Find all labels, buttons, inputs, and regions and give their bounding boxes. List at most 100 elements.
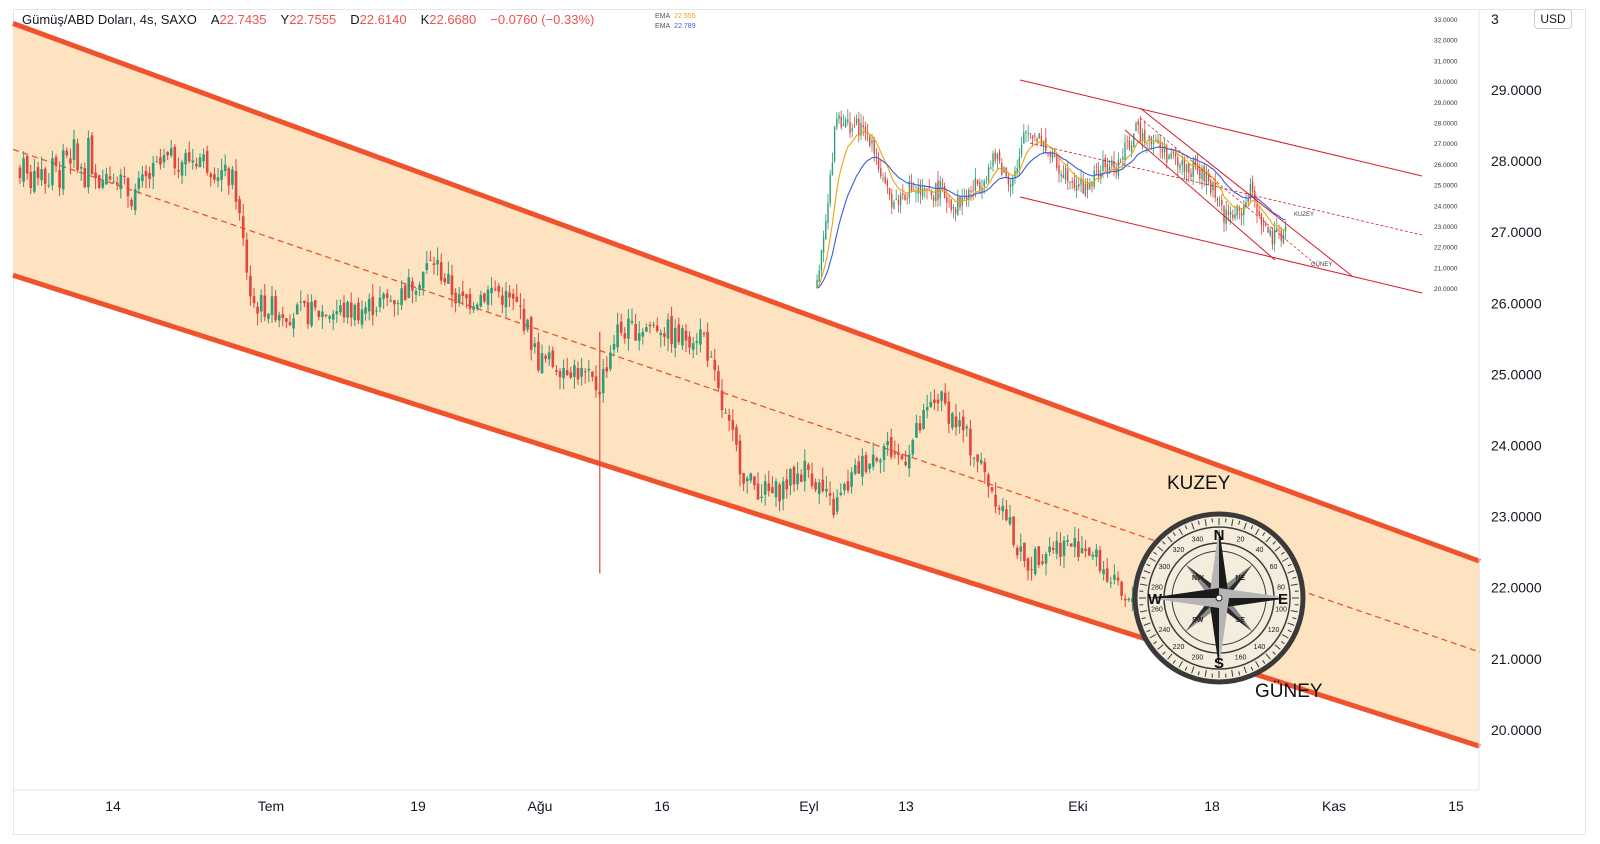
y-axis-tick-label: 23.0000	[1491, 509, 1542, 525]
candle-body	[472, 306, 475, 310]
inset-candle-body	[888, 188, 891, 195]
candle-body	[331, 313, 335, 320]
inset-candle-body	[1177, 157, 1179, 167]
candle-body	[882, 445, 886, 461]
compass-tick	[1287, 570, 1295, 574]
inset-candle-body	[963, 198, 966, 200]
candle-body	[861, 455, 864, 477]
candle-body	[1091, 554, 1095, 557]
candle-body	[475, 304, 479, 309]
annotation-guney: GÜNEY	[1255, 681, 1323, 702]
compass-tick	[1292, 576, 1297, 579]
inset-candle-body	[1056, 155, 1058, 168]
compass-degree-label: 260	[1151, 606, 1163, 613]
compass-tick	[1243, 666, 1247, 674]
inset-candle-body	[937, 180, 939, 200]
inset-candle-body	[1093, 170, 1095, 188]
compass-tick	[1146, 629, 1151, 633]
inset-candle-body	[1260, 213, 1263, 225]
candle-body	[771, 487, 774, 494]
symbol-title[interactable]: Gümüş/ABD Doları, 4s, SAXO	[22, 12, 197, 27]
candle-body	[58, 170, 61, 188]
inset-candle-body	[895, 198, 897, 200]
candle-body	[918, 423, 922, 431]
candle-body	[148, 172, 151, 180]
candle-body	[727, 414, 731, 421]
candle-body	[1073, 537, 1077, 548]
candle-body	[187, 152, 191, 162]
candle-body	[1120, 581, 1123, 596]
candle-body	[108, 176, 112, 180]
inset-candle-body	[818, 270, 820, 283]
candle-body	[137, 177, 141, 189]
candle-body	[159, 157, 162, 165]
inset-candle-body	[1119, 161, 1122, 163]
compass-tick	[1204, 669, 1207, 677]
candle-body	[951, 413, 954, 428]
compass-center	[1215, 594, 1223, 602]
candle-body	[396, 302, 400, 304]
inset-candle-body	[1262, 224, 1265, 226]
candle-body	[828, 492, 832, 496]
compass-star-major	[1219, 598, 1289, 608]
inset-candle-body	[1194, 158, 1197, 167]
inset-candle-body	[1009, 183, 1012, 187]
candle-body	[295, 304, 299, 315]
candle-body	[310, 301, 313, 326]
candle-body	[763, 481, 767, 495]
candle-body	[886, 440, 889, 446]
compass-tick	[1287, 563, 1292, 567]
annotations-group: KUZEY GÜNEY	[1167, 473, 1323, 702]
compass-degree-label: 280	[1151, 585, 1163, 592]
compass-tick	[1287, 629, 1292, 633]
candle-body	[832, 498, 835, 515]
candle-body	[335, 311, 339, 315]
inset-candle-body	[1258, 211, 1260, 217]
inset-candle-body	[928, 187, 930, 189]
change-value: −0.0760 (−0.33%)	[490, 12, 595, 27]
compass-tick	[1272, 651, 1276, 655]
inset-candle-body	[1269, 229, 1271, 236]
candle-body	[814, 482, 817, 490]
inset-inner-mid	[1139, 117, 1321, 269]
candle-body	[349, 302, 353, 318]
inset-candle-body	[1034, 135, 1036, 137]
candle-body	[252, 296, 256, 304]
inset-candle-body	[1062, 174, 1065, 179]
inset-candle-body	[880, 168, 882, 177]
compass-tick	[1162, 651, 1166, 655]
inset-candle-body	[1124, 142, 1126, 160]
candle-body	[216, 177, 220, 182]
candle-body	[292, 318, 295, 329]
compass-cardinal-label: W	[1148, 591, 1163, 608]
compass-tick	[1255, 528, 1260, 536]
candle-body	[803, 460, 807, 482]
compass-tick	[1281, 634, 1289, 639]
candle-body	[25, 156, 29, 174]
inset-y-tick: 29.0000	[1434, 100, 1458, 107]
compass-tick	[1265, 653, 1271, 660]
inset-candle-body	[1163, 146, 1166, 153]
compass-tick	[1141, 576, 1146, 579]
currency-button[interactable]: USD	[1534, 9, 1572, 29]
inset-candle-body	[1018, 156, 1021, 168]
candle-body	[1055, 540, 1059, 554]
candle-body	[1077, 541, 1080, 557]
inset-candle-body	[1139, 122, 1142, 142]
inset-y-tick: 25.0000	[1434, 183, 1458, 190]
candle-body	[1001, 505, 1005, 512]
candle-body	[169, 148, 173, 156]
compass-star-major	[1219, 588, 1289, 598]
candle-body	[695, 341, 699, 343]
candle-body	[1127, 598, 1131, 600]
candle-body	[403, 285, 407, 301]
candle-body	[976, 454, 979, 462]
candle-body	[609, 352, 612, 369]
inset-candle-body	[1240, 212, 1243, 216]
candle-body	[1033, 548, 1037, 574]
candle-body	[1037, 546, 1041, 566]
chart-frame	[13, 9, 1586, 835]
inset-candle-body	[860, 122, 862, 136]
compass-tick	[1162, 541, 1166, 545]
